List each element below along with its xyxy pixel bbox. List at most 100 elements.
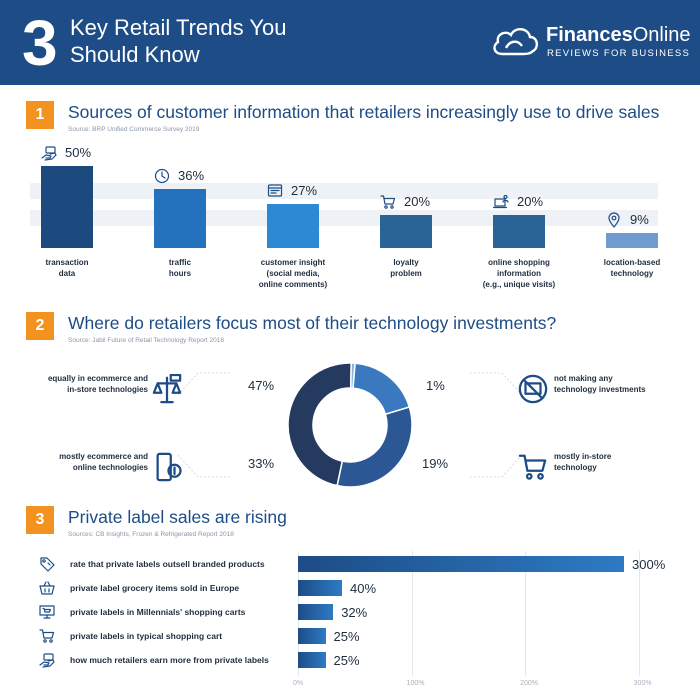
bar-value-label: 20% bbox=[404, 194, 431, 210]
leader-line bbox=[470, 454, 523, 478]
category-label-line: online shopping bbox=[488, 258, 550, 267]
bar bbox=[298, 652, 326, 668]
leader-line bbox=[177, 372, 230, 396]
row-label: rate that private labels outsell branded… bbox=[70, 559, 265, 569]
section-3-badge: 3 bbox=[26, 506, 54, 534]
category-label-line: data bbox=[58, 269, 76, 278]
category-label-line: problem bbox=[390, 269, 422, 278]
section-1-source: Source: BRP Unified Commerce Survey 2019 bbox=[68, 126, 200, 133]
money-hand-icon bbox=[41, 146, 57, 161]
bar bbox=[380, 215, 432, 248]
slice-value-label: 47% bbox=[248, 378, 275, 393]
row-label: private labels in typical shopping cart bbox=[70, 631, 223, 641]
laptop-user-icon bbox=[493, 195, 509, 209]
category-label-line: information bbox=[497, 269, 541, 278]
header-banner: 3 Key Retail Trends You Should Know Fina… bbox=[0, 0, 700, 85]
row-label: private labels in Millennials' shopping … bbox=[70, 607, 246, 617]
category-label-line: transaction bbox=[45, 258, 89, 267]
slice-label-line: in-store technologies bbox=[67, 385, 148, 394]
bar bbox=[298, 604, 334, 620]
slice-label: not making any technology investments bbox=[554, 373, 674, 395]
bar-value-label: 36% bbox=[178, 167, 205, 183]
x-tick-label: 100% bbox=[406, 680, 425, 687]
section-3-title: Private label sales are rising bbox=[68, 507, 287, 527]
leader-line bbox=[177, 454, 230, 478]
browser-window-icon bbox=[267, 184, 283, 197]
donut-slice bbox=[336, 406, 413, 488]
bar bbox=[298, 628, 326, 644]
category-label: traffic hours bbox=[128, 257, 232, 279]
x-tick-label: 0% bbox=[293, 680, 304, 687]
no-computer-icon bbox=[518, 374, 548, 404]
slice-label-line: technology investments bbox=[554, 385, 646, 394]
category-label: location-based technology bbox=[580, 257, 684, 279]
bar-value-label: 300% bbox=[632, 557, 666, 572]
section-3-source: Sources: CB Insights, Frozen & Refrigera… bbox=[68, 531, 234, 538]
bar bbox=[298, 556, 624, 572]
bar bbox=[41, 166, 93, 248]
slice-label-line: not making any bbox=[554, 374, 613, 383]
category-label: customer insight (social media, online com… bbox=[241, 257, 345, 290]
category-label-line: (social media, bbox=[266, 269, 320, 278]
row-label: how much retailers earn more from privat… bbox=[70, 655, 269, 665]
bar-value-label: 25% bbox=[333, 653, 360, 668]
row-label: private label grocery items sold in Euro… bbox=[70, 583, 240, 593]
shopping-cart-icon bbox=[39, 629, 55, 643]
brand-name: FinancesOnline bbox=[546, 24, 691, 46]
slice-label-line: mostly in-store bbox=[554, 452, 612, 461]
category-label: loyalty problem bbox=[354, 257, 458, 279]
gridline bbox=[411, 551, 413, 676]
phone-dollar-icon bbox=[156, 452, 182, 482]
gridline bbox=[525, 551, 527, 676]
slice-label-line: technology bbox=[554, 463, 597, 472]
donut-slice bbox=[287, 362, 353, 487]
bar-value-label: 20% bbox=[517, 194, 544, 210]
bar-value-label: 9% bbox=[630, 212, 649, 228]
slice-label-line: equally in ecommerce and bbox=[47, 374, 148, 383]
category-label-line: hours bbox=[168, 269, 192, 278]
monitor-cart-icon bbox=[39, 605, 55, 619]
slice-value-label: 19% bbox=[422, 456, 449, 471]
donut-slice bbox=[352, 362, 411, 416]
location-pin-icon bbox=[608, 212, 620, 228]
bar-value-label: 25% bbox=[333, 629, 360, 644]
x-tick-label: 200% bbox=[520, 680, 539, 687]
category-label-line: technology bbox=[610, 269, 654, 278]
slice-label: mostly ecommerce and online technologies bbox=[36, 451, 148, 473]
header-title: Key Retail Trends You Should Know bbox=[70, 15, 287, 67]
bar-value-label: 27% bbox=[291, 182, 318, 198]
bar-value-label: 32% bbox=[341, 605, 368, 620]
slice-value-label: 33% bbox=[248, 456, 275, 471]
section-1-badge: 1 bbox=[26, 101, 54, 129]
bar bbox=[154, 188, 206, 248]
category-label-line: online comments) bbox=[258, 280, 328, 289]
section-2-badge: 2 bbox=[26, 312, 54, 340]
cloud-logo-icon bbox=[493, 28, 538, 56]
bar-value-label: 40% bbox=[350, 581, 377, 596]
header-number: 3 bbox=[22, 7, 58, 79]
slice-label: mostly in-store technology bbox=[554, 451, 674, 473]
gridline bbox=[638, 551, 640, 676]
leader-line bbox=[470, 372, 523, 396]
slice-label: equally in ecommerce and in-store technol… bbox=[36, 373, 148, 395]
bar-value-label: 50% bbox=[65, 145, 92, 160]
slice-label-line: mostly ecommerce and bbox=[59, 452, 148, 461]
slice-value-label: 1% bbox=[426, 378, 445, 393]
shopping-cart-icon bbox=[518, 454, 547, 480]
price-tag-icon bbox=[40, 557, 55, 572]
category-label: transaction data bbox=[15, 257, 119, 279]
section-1-title: Sources of customer information that ret… bbox=[68, 102, 660, 122]
money-hand-icon bbox=[39, 653, 55, 668]
category-label-line: customer insight bbox=[260, 258, 326, 267]
bar bbox=[267, 203, 319, 248]
category-label-line: location-based bbox=[603, 258, 661, 267]
bar bbox=[298, 580, 342, 596]
slice-label-line: online technologies bbox=[72, 463, 148, 472]
brand-tagline: REVIEWS FOR BUSINESS bbox=[547, 48, 691, 59]
clock-icon bbox=[154, 168, 170, 184]
section-2-source: Source: Jabil Future of Retail Technolog… bbox=[68, 337, 224, 344]
section-2-title: Where do retailers focus most of their t… bbox=[68, 313, 557, 333]
x-tick-label: 300% bbox=[633, 680, 652, 687]
store-scale-icon bbox=[152, 374, 182, 404]
